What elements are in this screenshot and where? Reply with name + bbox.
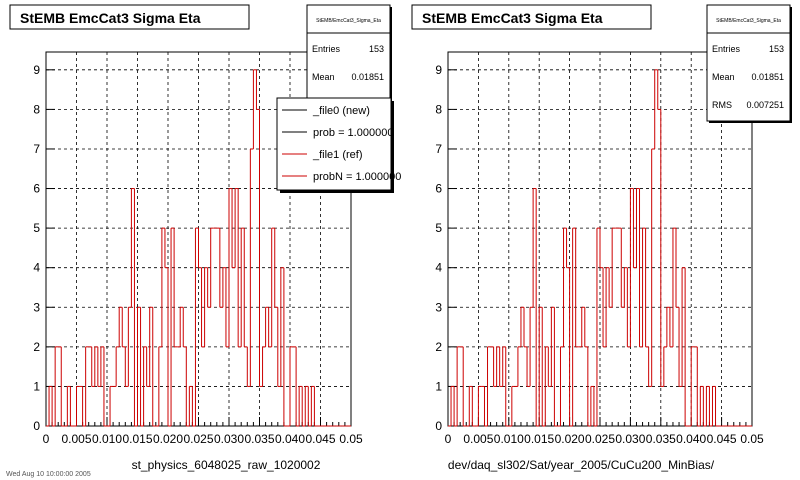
legend-entry-label: _file1 (ref) xyxy=(312,149,363,161)
x-tick-label: 0.045 xyxy=(707,432,737,446)
y-tick-label: 6 xyxy=(33,182,40,196)
y-tick-label: 4 xyxy=(435,261,442,275)
y-tick-label: 8 xyxy=(33,102,40,116)
stats-mean-value: 0.01851 xyxy=(351,72,384,82)
y-tick-label: 9 xyxy=(33,63,40,77)
x-tick-label: 0.045 xyxy=(305,432,335,446)
y-tick-label: 1 xyxy=(435,379,442,393)
x-tick-label: 0.010 xyxy=(494,432,524,446)
x-tick-label: 0.020 xyxy=(153,432,183,446)
x-tick-label: 0.015 xyxy=(524,432,554,446)
x-tick-label: 0 xyxy=(43,432,50,446)
y-tick-label: 7 xyxy=(33,142,40,156)
y-tick-label: 2 xyxy=(33,340,40,354)
x-tick-label: 0.035 xyxy=(244,432,274,446)
legend-entry-label: _file0 (new) xyxy=(312,105,370,117)
stats-entries-value: 153 xyxy=(769,44,784,54)
x-tick-label: 0.035 xyxy=(646,432,676,446)
footer-timestamp: Wed Aug 10 10:00:00 2005 xyxy=(6,471,91,478)
histogram-series xyxy=(448,69,752,427)
stats-name: StEMB/EmcCat3_Sigma_Eta xyxy=(316,18,381,24)
stats-mean-label: Mean xyxy=(712,72,735,82)
histogram-panel-1: 0 0.005 0.010 0.015 0.020 0.025 0.030 0.035 0.04… xyxy=(9,4,401,472)
x-tick-label: 0.025 xyxy=(183,432,213,446)
stats-mean-label: Mean xyxy=(312,72,335,82)
stats-rms-label: RMS xyxy=(712,100,732,110)
histogram-panel-2: 0 0.005 0.010 0.015 0.020 0.025 0.030 0.035 0.04… xyxy=(411,4,792,472)
y-tick-label: 4 xyxy=(33,261,40,275)
x-tick-label: 0.040 xyxy=(676,432,706,446)
legend-box xyxy=(276,97,392,191)
histogram-series xyxy=(46,69,351,427)
x-axis-label: st_physics_6048025_raw_1020002 xyxy=(132,458,321,472)
stats-box xyxy=(706,4,791,122)
stats-box xyxy=(306,4,391,106)
x-tick-label: 0.025 xyxy=(585,432,615,446)
x-tick-label: 0.015 xyxy=(122,432,152,446)
x-tick-label: 0 xyxy=(445,432,452,446)
y-tick-label: 3 xyxy=(435,300,442,314)
stats-entries-label: Entries xyxy=(312,44,341,54)
x-tick-label: 0.020 xyxy=(555,432,585,446)
title-box xyxy=(9,4,250,30)
y-tick-label: 6 xyxy=(435,182,442,196)
stats-rms-value: 0.007251 xyxy=(746,100,784,110)
stats-entries-label: Entries xyxy=(712,44,741,54)
chart-title: StEMB EmcCat3 Sigma Eta xyxy=(20,10,201,26)
x-tick-label: 0.040 xyxy=(275,432,305,446)
y-tick-label: 7 xyxy=(435,142,442,156)
y-tick-label: 3 xyxy=(33,300,40,314)
x-tick-label: 0.005 xyxy=(463,432,493,446)
x-axis-label: dev/daq_sl302/Sat/year_2005/CuCu200_MinB… xyxy=(448,458,715,472)
legend-entry-label: probN = 1.000000 xyxy=(313,171,401,183)
chart-title: StEMB EmcCat3 Sigma Eta xyxy=(422,10,603,26)
x-tick-label: 0.030 xyxy=(615,432,645,446)
title-box xyxy=(411,4,652,30)
stats-name: StEMB/EmcCat3_Sigma_Eta xyxy=(716,18,781,24)
y-tick-label: 2 xyxy=(435,340,442,354)
y-tick-label: 5 xyxy=(33,221,40,235)
y-tick-label: 9 xyxy=(435,63,442,77)
stats-mean-value: 0.01851 xyxy=(751,72,784,82)
y-tick-label: 0 xyxy=(435,419,442,433)
x-tick-label: 0.010 xyxy=(92,432,122,446)
y-tick-label: 8 xyxy=(435,102,442,116)
y-tick-label: 1 xyxy=(33,379,40,393)
x-tick-label: 0.05 xyxy=(740,432,764,446)
x-tick-label: 0.005 xyxy=(61,432,91,446)
x-tick-label: 0.05 xyxy=(339,432,363,446)
legend-entry-label: prob = 1.000000 xyxy=(313,127,393,139)
x-tick-label: 0.030 xyxy=(214,432,244,446)
y-tick-label: 5 xyxy=(435,221,442,235)
stats-entries-value: 153 xyxy=(369,44,384,54)
y-tick-label: 0 xyxy=(33,419,40,433)
